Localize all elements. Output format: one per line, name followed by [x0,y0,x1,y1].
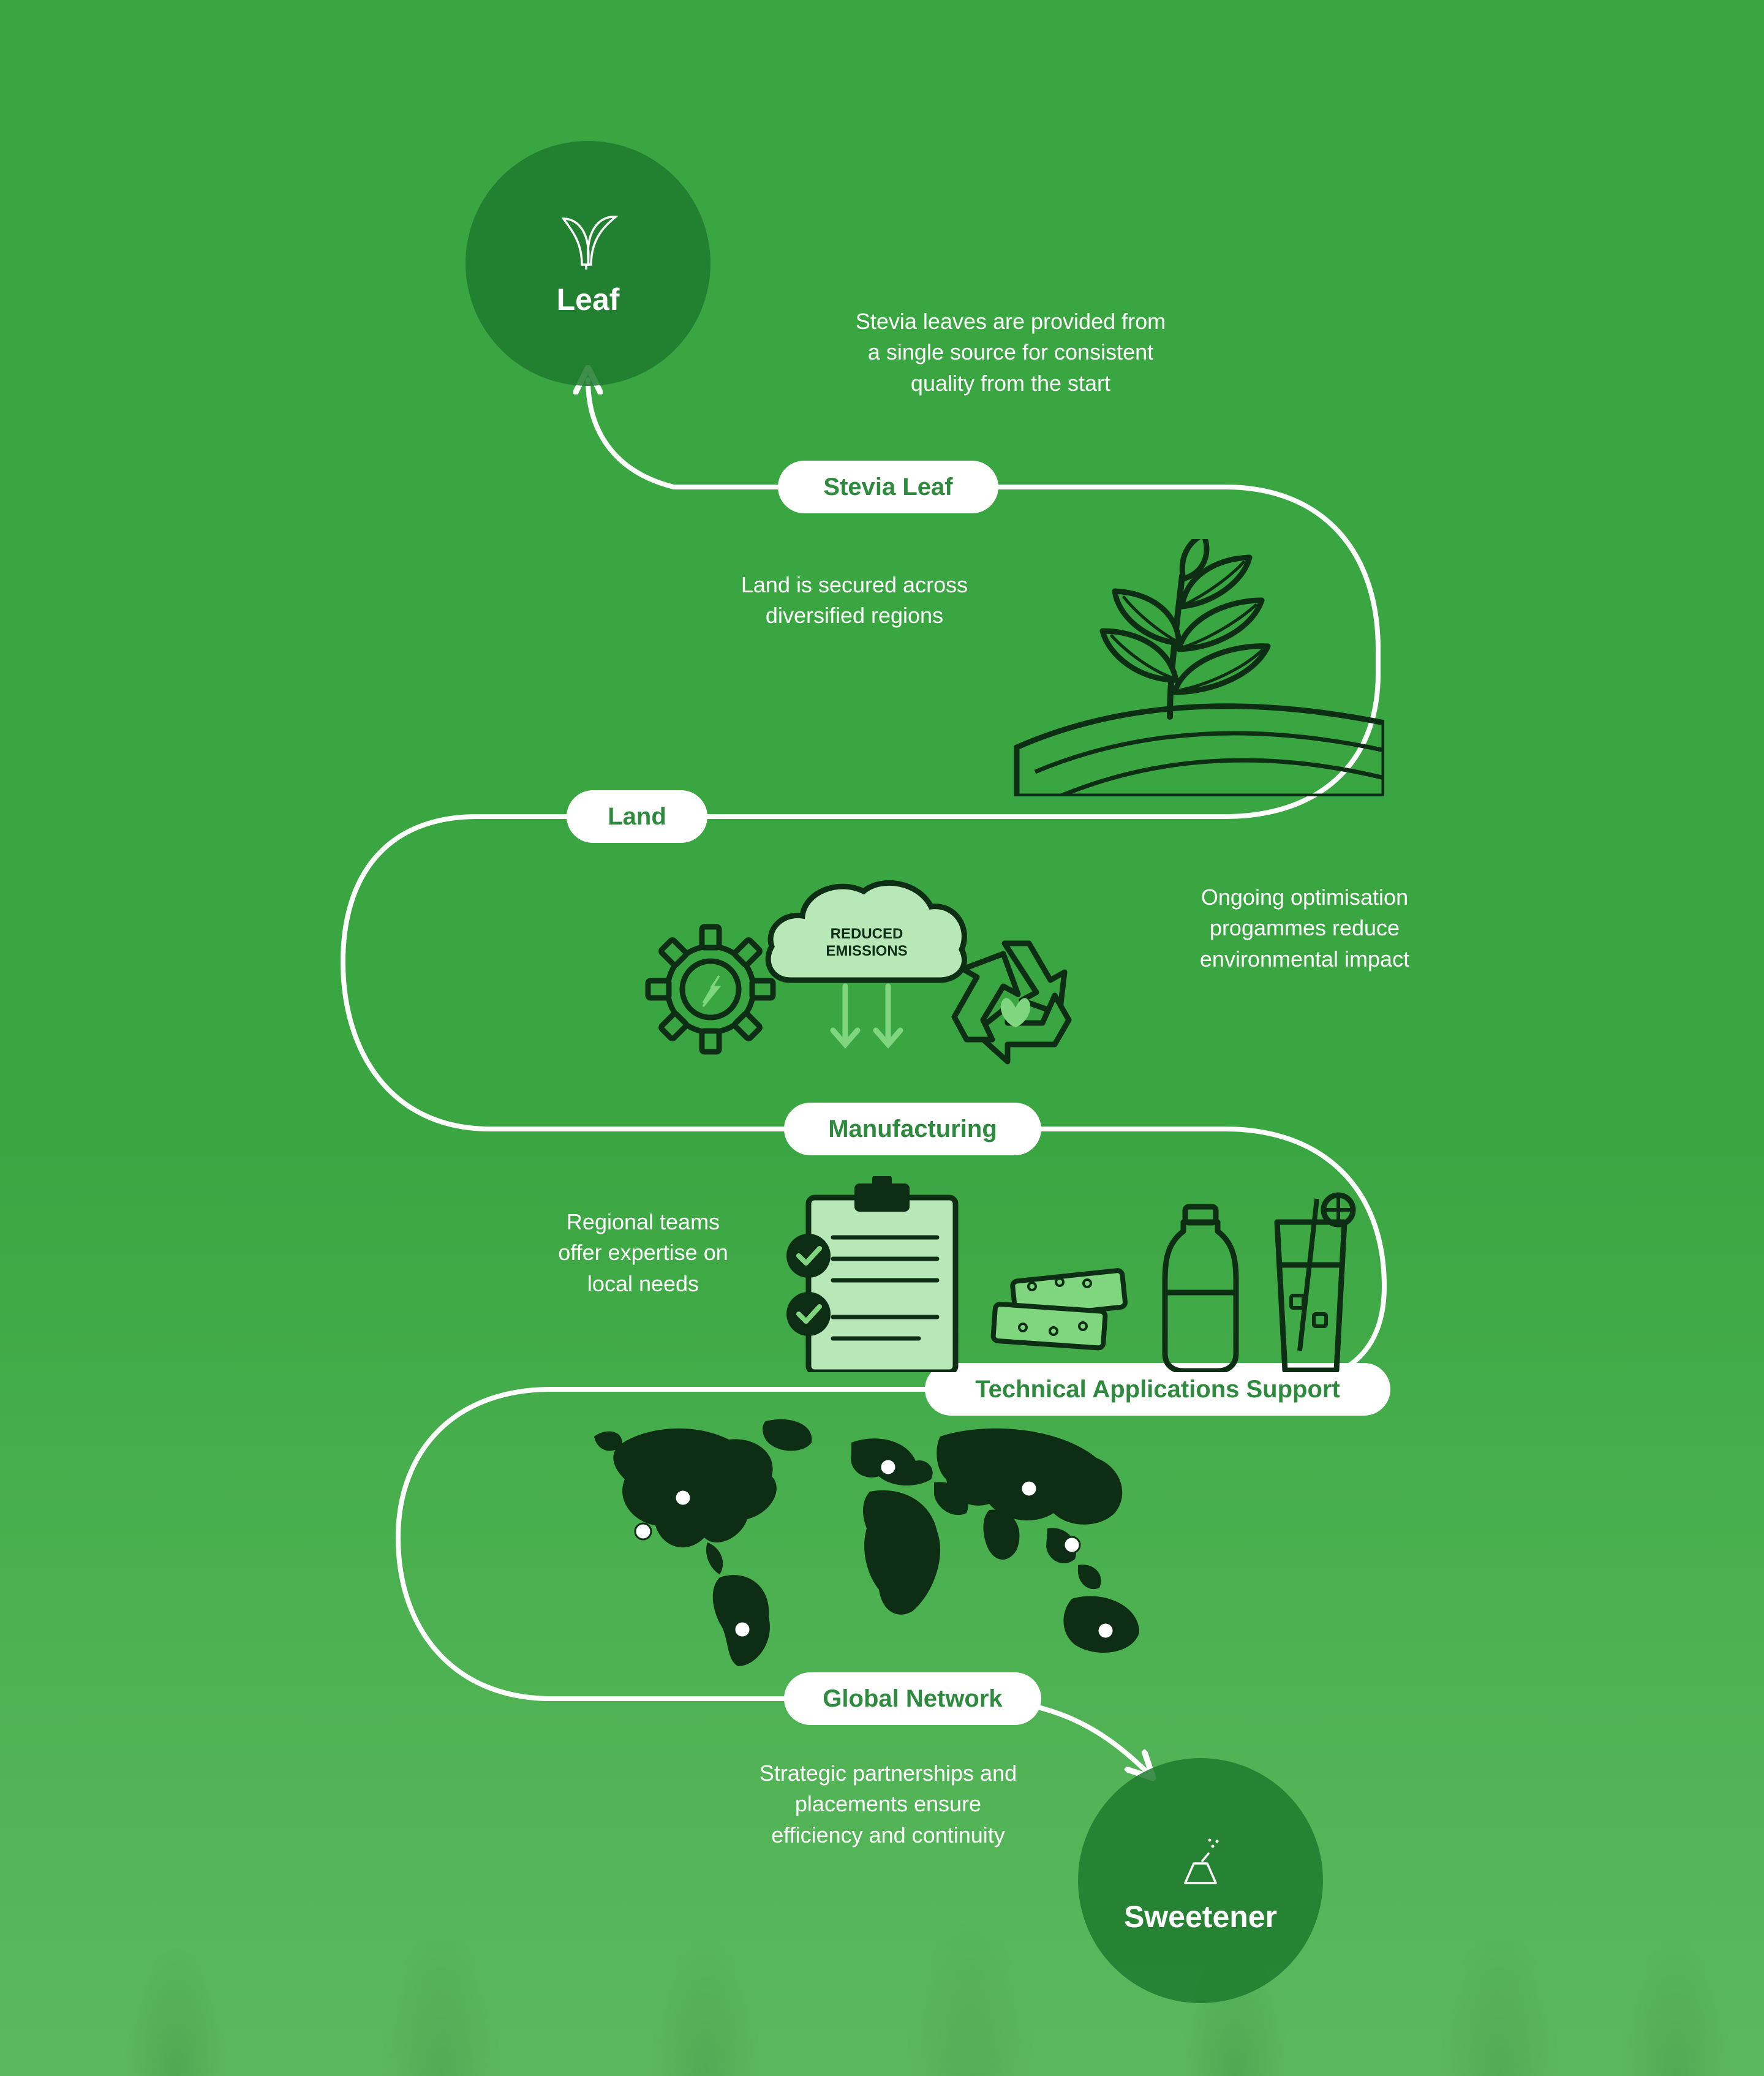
pill-land: Land [567,790,707,843]
sweetener-icon [1167,1827,1234,1888]
world-map-illustration [582,1409,1170,1678]
manufacturing-illustration: REDUCED EMISSIONS [643,851,1109,1097]
svg-text:REDUCED: REDUCED [831,926,903,942]
leaf-pair-icon [554,209,622,271]
infographic-canvas: Leaf Sweetener Stevia Leaf Land Manufact… [0,0,1764,2076]
leaf-start-label: Leaf [557,282,620,317]
leaf-start-node: Leaf [466,141,710,386]
manufacturing-description: Ongoing optimisationprogammes reduceenvi… [1145,882,1464,975]
svg-text:EMISSIONS: EMISSIONS [826,943,907,959]
sweetener-end-node: Sweetener [1078,1758,1323,2003]
plant-field-illustration [956,539,1384,796]
pill-stevia-leaf: Stevia Leaf [778,461,998,513]
leaf-description: Stevia leaves are provided froma single … [796,306,1225,399]
sweetener-end-label: Sweetener [1124,1899,1277,1934]
pill-global-network: Global Network [784,1672,1041,1725]
clipboard-products-illustration [784,1176,1384,1372]
global-network-description: Strategic partnerships andplacements ens… [710,1758,1066,1851]
tech-support-description: Regional teamsoffer expertise onlocal ne… [514,1207,772,1299]
pill-manufacturing: Manufacturing [784,1103,1041,1155]
